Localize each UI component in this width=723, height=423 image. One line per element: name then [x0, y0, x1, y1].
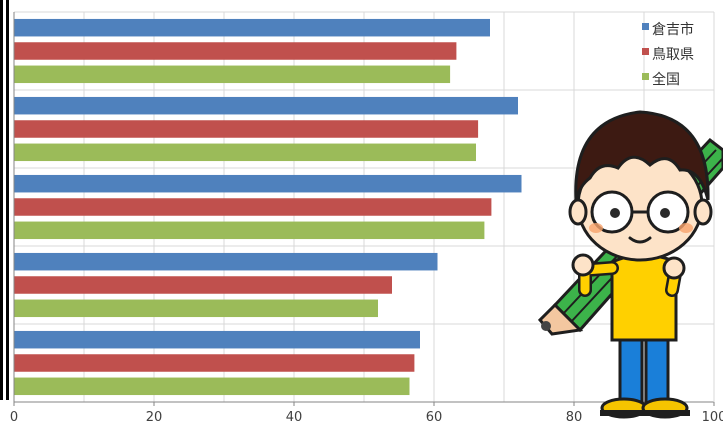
bar-2-4 — [14, 276, 392, 294]
bar-2-5 — [14, 354, 415, 372]
x-tick-label: 40 — [286, 410, 303, 423]
bar-3-2 — [14, 143, 476, 162]
bar-3-3 — [14, 221, 485, 240]
x-tick-label: 100 — [702, 410, 723, 423]
bar-1-5 — [14, 330, 420, 349]
legend-swatch — [642, 73, 649, 80]
bar-3-5 — [14, 377, 410, 396]
x-tick-label: 0 — [10, 410, 18, 423]
left-frame — [0, 0, 9, 400]
x-tick-label: 20 — [146, 410, 163, 423]
bar-1-2 — [14, 96, 518, 115]
bar-1-1 — [14, 18, 490, 37]
bars — [14, 18, 522, 396]
legend-swatch — [642, 23, 649, 30]
bar-1-3 — [14, 174, 522, 193]
x-tick-labels: 0 20 40 60 80 100 — [10, 402, 723, 423]
legend-label: 全国 — [652, 71, 680, 88]
legend-label: 倉吉市 — [652, 21, 694, 38]
bar-2-3 — [14, 198, 492, 216]
bar-3-4 — [14, 299, 378, 318]
boy-with-pencil-illustration — [537, 110, 723, 419]
x-axis — [13, 12, 715, 403]
legend-label: 鳥取県 — [652, 47, 694, 63]
bar-1-4 — [14, 252, 438, 271]
bar-2-1 — [14, 42, 457, 60]
legend-swatch — [642, 48, 649, 55]
bar-3-1 — [14, 65, 451, 84]
x-tick-label: 60 — [426, 410, 443, 423]
x-tick-label: 80 — [566, 410, 583, 423]
bar-2-2 — [14, 120, 479, 138]
